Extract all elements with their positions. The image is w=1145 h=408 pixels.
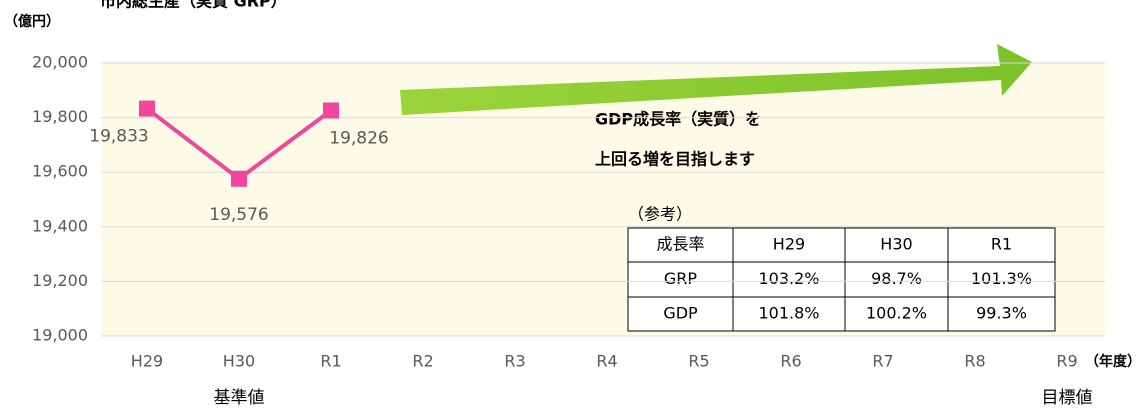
table-title: （参考）: [628, 205, 692, 224]
table-cell: 98.7%: [871, 269, 922, 288]
data-point: [231, 170, 247, 187]
y-tick-label: 19,600: [32, 162, 88, 181]
x-tick-label: R5: [688, 352, 709, 371]
data-label: 19,576: [209, 205, 268, 225]
table-cell: 成長率: [656, 235, 704, 254]
reference-table: 成長率 H29 H30 R1 GRP 103.2% 98.7% 101.3% GDP 101.8%…: [627, 227, 1056, 332]
x-tick-label: R1: [320, 352, 341, 371]
table-cell: R1: [991, 235, 1012, 254]
y-tick-label: 20,000: [32, 53, 88, 72]
table-cell: GDP: [663, 304, 698, 323]
table-cell: 101.8%: [758, 304, 819, 323]
table-cell: 101.3%: [971, 269, 1032, 288]
data-point: [323, 102, 339, 119]
table-border: [627, 227, 1056, 332]
category-note: 目標値: [1042, 388, 1093, 408]
x-tick-label: R3: [504, 352, 525, 371]
x-tick-label: R7: [872, 352, 893, 371]
x-tick-label: R2: [412, 352, 433, 371]
table-cell: 100.2%: [866, 304, 927, 323]
y-tick-label: 19,000: [32, 326, 88, 345]
annotation: 上回る増を目指します: [595, 150, 755, 169]
x-tick-label: R6: [780, 352, 801, 371]
y-tick-label: 19,800: [32, 107, 88, 126]
data-label: 19,833: [89, 127, 148, 147]
table-cell: 103.2%: [758, 269, 819, 288]
x-tick-label: H30: [223, 352, 255, 371]
y-tick-label: 19,400: [32, 216, 88, 235]
x-tick-label: H29: [131, 352, 163, 371]
y-tick-label: 19,200: [32, 271, 88, 290]
y-unit: （億円）: [4, 13, 60, 30]
x-unit: （年度）: [1085, 353, 1141, 370]
chart-title: 市内総生産（実質 GRP）: [100, 0, 287, 11]
goal-arrow: [400, 44, 1032, 115]
category-note: 基準値: [214, 388, 265, 408]
table-cell: GRP: [664, 269, 698, 288]
annotation: GDP成長率（実質）を: [595, 110, 761, 129]
table-cell: H30: [880, 235, 912, 254]
table-cell: 99.3%: [976, 304, 1027, 323]
x-tick-label: R8: [964, 352, 985, 371]
data-point: [139, 100, 155, 117]
data-label: 19,826: [329, 129, 388, 149]
x-tick-label: R9: [1056, 352, 1077, 371]
x-tick-label: R4: [596, 352, 617, 371]
table-cell: H29: [773, 235, 805, 254]
